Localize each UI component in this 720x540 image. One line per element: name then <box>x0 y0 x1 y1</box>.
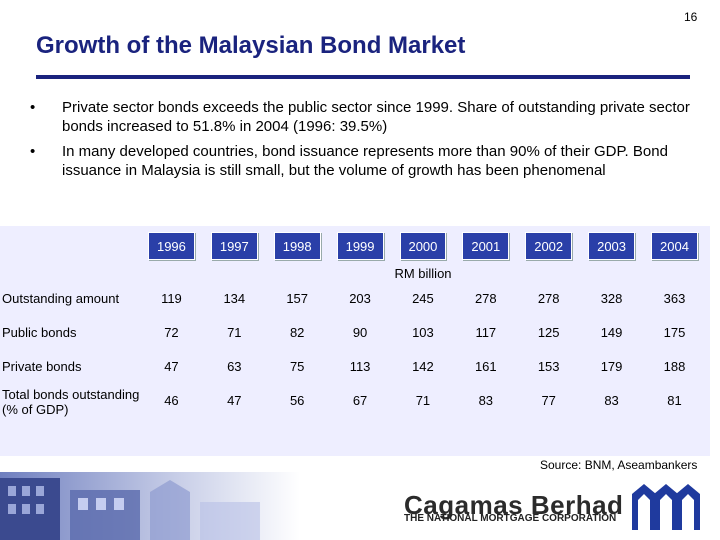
table-row: Total bonds outstanding (% of GDP) 46 47… <box>0 383 706 417</box>
cagamas-logo-icon <box>632 484 700 530</box>
table-cell: 83 <box>478 392 494 408</box>
table-cell: 179 <box>600 358 623 374</box>
bullet-icon: • <box>30 99 36 116</box>
table-cell: 149 <box>600 324 623 340</box>
table-cell: 47 <box>227 392 242 408</box>
table-cell: 328 <box>600 290 623 306</box>
table-cell: 161 <box>474 358 497 374</box>
bullet-list: • Private sector bonds exceeds the publi… <box>30 98 690 180</box>
table-cell: 72 <box>164 324 179 340</box>
bullet-item: • Private sector bonds exceeds the publi… <box>30 98 690 136</box>
bullet-text: Private sector bonds exceeds the public … <box>62 99 690 135</box>
table-cell: 56 <box>289 392 305 408</box>
year-header: 1997 <box>203 232 266 260</box>
data-table: 1996 1997 1998 1999 2000 2001 2002 2003 … <box>0 232 706 417</box>
table-cell: 203 <box>349 290 371 306</box>
year-header: 2003 <box>580 232 643 260</box>
table-cell: 278 <box>474 290 497 306</box>
table-cell: 47 <box>164 358 179 374</box>
brand-tagline: THE NATIONAL MORTGAGE CORPORATION <box>404 513 617 524</box>
year-header: 1996 <box>140 232 203 260</box>
bullet-icon: • <box>30 143 36 160</box>
row-label: Outstanding amount <box>2 290 120 306</box>
table-cell: 119 <box>161 290 182 306</box>
year-header: 1998 <box>266 232 329 260</box>
table-cell: 71 <box>415 392 431 408</box>
table-cell: 134 <box>223 290 246 306</box>
table-cell: 157 <box>286 290 309 306</box>
table-cell: 117 <box>475 324 497 340</box>
unit-row: RM billion <box>0 260 706 281</box>
table-cell: 67 <box>352 392 368 408</box>
page-number: 16 <box>684 10 698 24</box>
year-header: 2000 <box>392 232 455 260</box>
brand-name: Cagamas Berhad <box>404 490 624 520</box>
table-cell: 278 <box>537 290 560 306</box>
source-note: Source: BNM, Aseambankers <box>540 458 698 472</box>
table-cell: 142 <box>412 358 434 374</box>
table-cell: 363 <box>663 290 686 306</box>
table-cell: 71 <box>227 324 242 340</box>
year-header: 2001 <box>454 232 517 260</box>
bond-market-table: 1996 1997 1998 1999 2000 2001 2002 2003 … <box>0 226 710 456</box>
row-label: Public bonds <box>2 324 77 340</box>
table-cell: 90 <box>352 324 368 340</box>
year-header: 2004 <box>643 232 706 260</box>
table-cell: 245 <box>412 290 434 306</box>
table-cell: 63 <box>227 358 242 374</box>
table-cell: 125 <box>537 324 560 340</box>
table-cell: 46 <box>164 392 179 408</box>
table-cell: 75 <box>289 358 305 374</box>
year-header: 2002 <box>517 232 580 260</box>
table-cell: 82 <box>289 324 305 340</box>
table-cell: 175 <box>663 324 686 340</box>
row-label: Private bonds <box>2 358 82 374</box>
table-row: Private bonds 47 63 75 113 142 161 153 1… <box>0 349 706 383</box>
table-cell: 83 <box>604 392 619 408</box>
corner-cell <box>0 232 140 260</box>
bullet-text: In many developed countries, bond issuan… <box>62 143 668 179</box>
table-cell: 188 <box>663 358 686 374</box>
year-header: 1999 <box>329 232 392 260</box>
table-cell: 103 <box>412 324 434 340</box>
footer-banner <box>0 472 720 540</box>
slide-title: Growth of the Malaysian Bond Market <box>36 32 466 59</box>
title-underline <box>36 75 690 79</box>
table-cell: 113 <box>349 358 371 374</box>
building-photo <box>0 472 300 540</box>
table-cell: 153 <box>537 358 560 374</box>
table-cell: 77 <box>541 392 556 408</box>
table-cell: 81 <box>667 392 682 408</box>
table-row: Public bonds 72 71 82 90 103 117 125 149… <box>0 315 706 349</box>
table-row: Outstanding amount 119 134 157 203 245 2… <box>0 281 706 315</box>
row-label: Total bonds outstanding (% of GDP) <box>2 387 140 417</box>
bullet-item: • In many developed countries, bond issu… <box>30 142 690 180</box>
unit-label: RM billion <box>394 266 452 281</box>
year-header-row: 1996 1997 1998 1999 2000 2001 2002 2003 … <box>0 232 706 260</box>
